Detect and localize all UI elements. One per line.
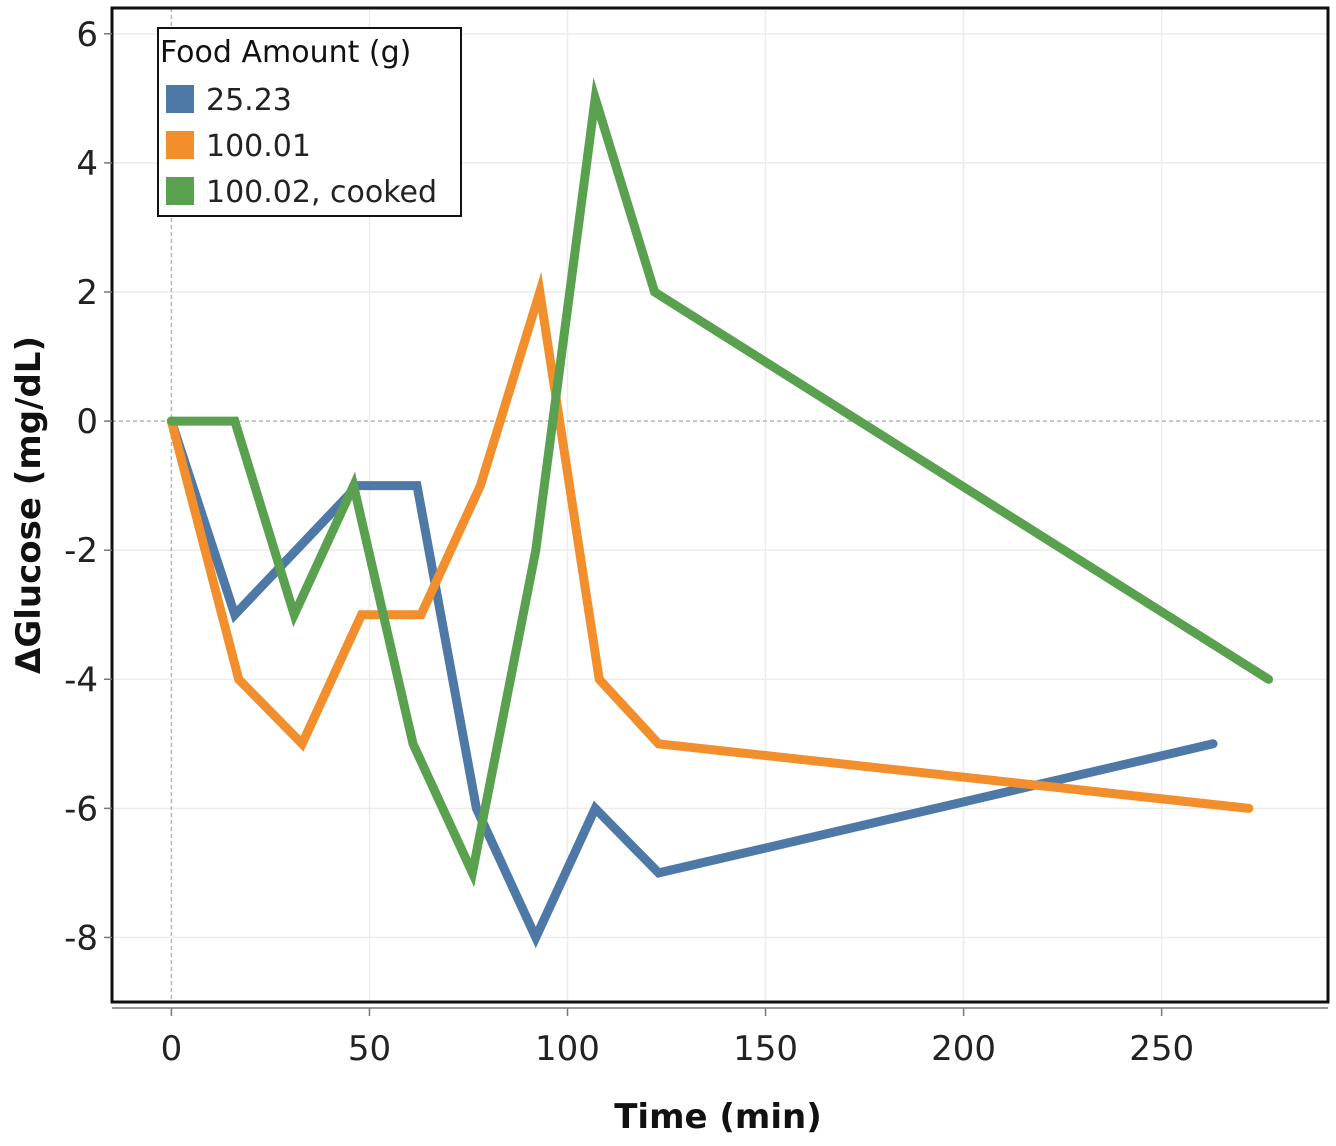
zero-reference-lines (112, 8, 1328, 1002)
data-point[interactable] (479, 485, 481, 487)
data-point[interactable] (412, 743, 414, 745)
axes: 0 50 100 150 200 250 6 4 2 0 -2 -4 -6 -8 (64, 6, 1330, 1069)
data-point[interactable] (535, 549, 537, 551)
y-axis-title: ΔGlucose (mg/dL) (9, 336, 49, 674)
data-point[interactable] (475, 807, 477, 809)
legend-label: 25.23 (206, 83, 292, 118)
plot-frame (110, 6, 1330, 1004)
x-tick-label: 0 (161, 1029, 183, 1069)
y-tick-label: 6 (76, 15, 98, 55)
data-point[interactable] (1212, 743, 1214, 745)
y-tick-label: -6 (64, 789, 98, 829)
data-point[interactable] (1248, 807, 1250, 809)
data-point[interactable] (594, 97, 596, 99)
x-tick-label: 250 (1129, 1029, 1194, 1069)
data-point[interactable] (658, 872, 660, 874)
data-point[interactable] (539, 291, 541, 293)
data-point[interactable] (353, 485, 355, 487)
data-point[interactable] (234, 420, 236, 422)
x-tick-label: 50 (348, 1029, 391, 1069)
data-point[interactable] (654, 291, 656, 293)
legend-title: Food Amount (g) (160, 35, 411, 70)
data-point[interactable] (293, 614, 295, 616)
data-point[interactable] (301, 743, 303, 745)
x-tick-label: 200 (931, 1029, 996, 1069)
series-line-3[interactable] (166, 77, 1274, 888)
y-tick-label: 0 (76, 402, 98, 442)
legend-swatch (166, 131, 194, 159)
series-line-1[interactable] (166, 416, 1218, 949)
series-line-2[interactable] (166, 271, 1254, 813)
x-tick-label: 100 (535, 1029, 600, 1069)
data-point[interactable] (234, 614, 236, 616)
data-point[interactable] (1268, 678, 1270, 680)
legend: Food Amount (g) 25.23 100.01 100.02, cooked (157, 27, 462, 217)
data-point[interactable] (594, 807, 596, 809)
y-tick-label: -4 (64, 660, 98, 700)
data-point[interactable] (170, 420, 172, 422)
y-tick-label: -2 (64, 531, 98, 571)
data-point[interactable] (658, 743, 660, 745)
legend-label: 100.02, cooked (206, 175, 437, 210)
x-tick-label: 150 (733, 1029, 798, 1069)
y-tick-label: 4 (76, 144, 98, 184)
legend-swatch (166, 85, 194, 113)
y-tick-label: 2 (76, 273, 98, 313)
data-point[interactable] (238, 678, 240, 680)
data-point[interactable] (535, 936, 537, 938)
data-point[interactable] (471, 872, 473, 874)
legend-box (157, 27, 462, 217)
legend-label: 100.01 (206, 129, 311, 164)
y-tick-label: -8 (64, 918, 98, 958)
x-axis-title: Time (min) (614, 1097, 822, 1137)
data-point[interactable] (361, 614, 363, 616)
data-point[interactable] (416, 485, 418, 487)
data-point[interactable] (420, 614, 422, 616)
legend-swatch (166, 177, 194, 205)
series-lines (166, 77, 1274, 949)
data-point[interactable] (598, 678, 600, 680)
